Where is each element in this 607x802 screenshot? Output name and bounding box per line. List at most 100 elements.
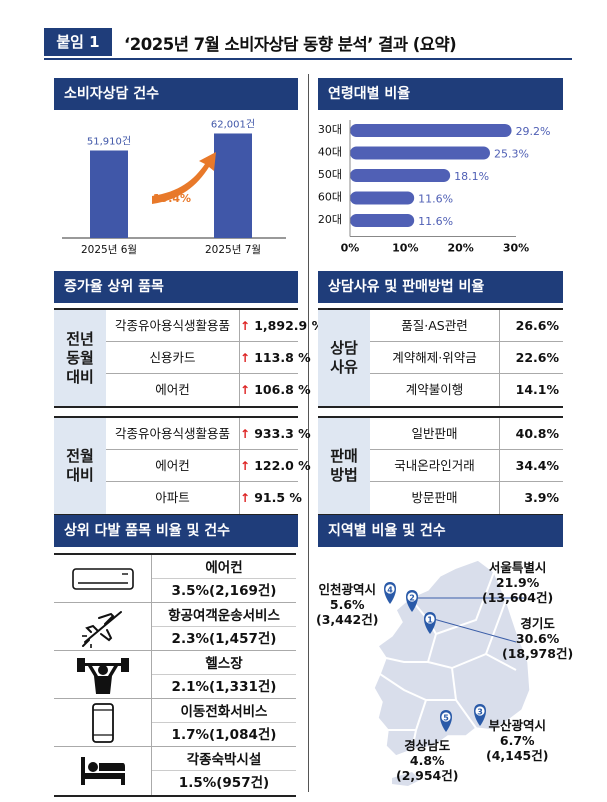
pin-rank: 2 <box>409 594 415 603</box>
growth-row-name: 에어컨 <box>106 450 240 482</box>
pin-rank: 4 <box>387 586 393 595</box>
growth-row: 아파트 ↑ 91.5 % <box>106 482 302 514</box>
air-conditioner-icon <box>71 568 134 590</box>
increase-arrow-icon: ↑ <box>240 351 255 365</box>
growth-row: 각종유아용식생활용품 ↑ 933.3 % <box>106 418 311 450</box>
growth-row-value: ↑ 1,892.9 % <box>240 318 325 333</box>
header-underline <box>44 58 572 60</box>
age-category-label: 60대 <box>318 191 342 204</box>
pin-rank: 3 <box>477 708 483 717</box>
age-category-label: 20대 <box>318 213 342 226</box>
count-bar <box>214 133 252 238</box>
reason-row: 국내온라인거래 34.4% <box>370 450 563 482</box>
reason-row: 품질·AS관련 26.6% <box>370 310 563 342</box>
page-title: ‘2025년 7월 소비자상담 동향 분석’ 결과 (요약) <box>124 35 457 54</box>
age-bar <box>350 124 512 137</box>
reason-row-value: 14.1% <box>515 382 559 397</box>
reason-row: 계약불이행 14.1% <box>370 374 563 406</box>
region-pin-1: 1 <box>424 612 436 634</box>
pin-rank: 1 <box>427 616 433 625</box>
reason-group-label: 판매 방법 <box>318 418 370 514</box>
airplane-icon <box>81 611 122 648</box>
item-name: 에어컨 <box>152 557 296 579</box>
item-name: 항공여객운송서비스 <box>152 605 296 627</box>
reason-row-value: 3.9% <box>524 490 559 505</box>
pin-rank: 5 <box>443 714 449 723</box>
age-tick-label: 10% <box>392 242 418 253</box>
consult-count-chart: 51,910건 2025년 6월 62,001건 2025년 7월 19.4% <box>62 118 286 256</box>
growth-group-label: 전년 동월 대비 <box>54 310 106 406</box>
reason-row-name: 일반판매 <box>370 418 500 450</box>
growth-group-label: 전월 대비 <box>54 418 106 514</box>
region-label-incheon: 인천광역시 5.6% (3,442건) <box>316 582 379 627</box>
reason-row-name: 계약불이행 <box>370 374 500 406</box>
top-items-section-title: 상위 다발 품목 비율 및 건수 <box>54 515 298 547</box>
count-bar-value: 62,001건 <box>211 118 255 130</box>
region-label-gyeongnam: 경상남도 4.8% (2,954건) <box>396 738 459 783</box>
age-tick-label: 0% <box>341 242 360 253</box>
reason-row-value: 40.8% <box>515 426 559 441</box>
reason-row: 일반판매 40.8% <box>370 418 563 450</box>
column-divider <box>308 74 309 792</box>
top-item-phone: 이동전화서비스 1.7%(1,084건) <box>54 699 296 747</box>
growth-row: 에어컨 ↑ 122.0 % <box>106 450 311 482</box>
item-name: 이동전화서비스 <box>152 701 296 723</box>
gym-icon <box>76 658 129 694</box>
top-item-gym: 헬스장 2.1%(1,331건) <box>54 651 296 699</box>
growth-row-name: 신용카드 <box>106 342 240 374</box>
reason-row-value: 26.6% <box>515 318 559 333</box>
reason-group-label: 상담 사유 <box>318 310 370 406</box>
reasons-section-title: 상담사유 및 판매방법 비율 <box>318 271 563 303</box>
growth-table: 전월 대비 각종유아용식생활용품 ↑ 933.3 % 에어컨 ↑ 122.0 % 아파트 ↑… <box>54 416 311 516</box>
item-value: 2.1%(1,331건) <box>171 679 277 695</box>
growth-row: 에어컨 ↑ 106.8 % <box>106 374 311 406</box>
reason-table: 판매 방법 일반판매 40.8% 국내온라인거래 34.4% 방문판매 3.9% <box>318 416 563 516</box>
age-bar-value: 11.6% <box>418 215 453 228</box>
increase-arrow-icon: ↑ <box>240 459 255 473</box>
count-bar-label: 2025년 6월 <box>81 244 137 256</box>
growth-row-value: ↑ 113.8 % <box>240 350 311 365</box>
reason-row: 계약해제·위약금 22.6% <box>370 342 563 374</box>
age-bar <box>350 214 415 227</box>
count-bar-value: 51,910건 <box>87 135 131 147</box>
age-bar <box>350 191 415 205</box>
region-pin-5: 5 <box>440 710 452 732</box>
growth-row-name: 아파트 <box>106 482 240 514</box>
age-tick-label: 30% <box>503 242 529 253</box>
age-category-label: 40대 <box>318 146 342 159</box>
item-value: 2.3%(1,457건) <box>171 631 277 647</box>
reason-row-name: 방문판매 <box>370 482 500 514</box>
growth-row-value: ↑ 933.3 % <box>240 426 311 441</box>
region-pin-3: 3 <box>474 704 486 726</box>
growth-table: 전년 동월 대비 각종유아용식생활용품 ↑ 1,892.9 % 신용카드 ↑ 113.8… <box>54 308 325 408</box>
reason-row-name: 국내온라인거래 <box>370 450 500 482</box>
age-category-label: 50대 <box>318 168 342 181</box>
reason-row-value: 34.4% <box>515 458 559 473</box>
item-name: 헬스장 <box>152 653 296 675</box>
top-item-lodging: 각종숙박시설 1.5%(957건) <box>54 747 296 795</box>
age-ratio-chart: 30대 29.2% 40대 25.3% 50대 18.1% 60대 11.6% 20대 11.6%… <box>318 120 551 253</box>
growth-row-name: 에어컨 <box>106 374 240 406</box>
growth-row-value: ↑ 91.5 % <box>240 490 302 505</box>
count-bar-label: 2025년 7월 <box>205 244 261 256</box>
growth-row-name: 각종유아용식생활용품 <box>106 418 240 450</box>
top-item-airline: 항공여객운송서비스 2.3%(1,457건) <box>54 603 296 651</box>
item-value: 1.5%(957건) <box>178 775 270 791</box>
age-bar-value: 11.6% <box>418 193 453 206</box>
top-item-aircon: 에어컨 3.5%(2,169건) <box>54 555 296 603</box>
increase-arrow-icon: ↑ <box>240 491 255 505</box>
reason-row-name: 계약해제·위약금 <box>370 342 500 374</box>
growth-label: 19.4% <box>153 192 191 205</box>
region-label-busan: 부산광역시 6.7% (4,145건) <box>486 718 549 763</box>
reason-table: 상담 사유 품질·AS관련 26.6% 계약해제·위약금 22.6% 계약불이행 14.1% <box>318 308 563 408</box>
page-header: 붙임 1 ‘2025년 7월 소비자상담 동향 분석’ 결과 (요약) <box>44 28 572 60</box>
top-items-list: 에어컨 3.5%(2,169건) 항공여객운송서비스 2.3%(1,457건) … <box>54 553 296 797</box>
age-category-label: 30대 <box>318 123 342 136</box>
item-value: 3.5%(2,169건) <box>171 583 277 599</box>
region-label-seoul: 서울특별시 21.9% (13,604건) <box>482 560 554 605</box>
reason-row-name: 품질·AS관련 <box>370 310 500 342</box>
smartphone-icon <box>91 703 114 743</box>
attachment-badge: 붙임 1 <box>44 28 112 56</box>
growth-section-title: 증가율 상위 품목 <box>54 271 298 303</box>
leader-gyeonggi <box>429 617 517 643</box>
